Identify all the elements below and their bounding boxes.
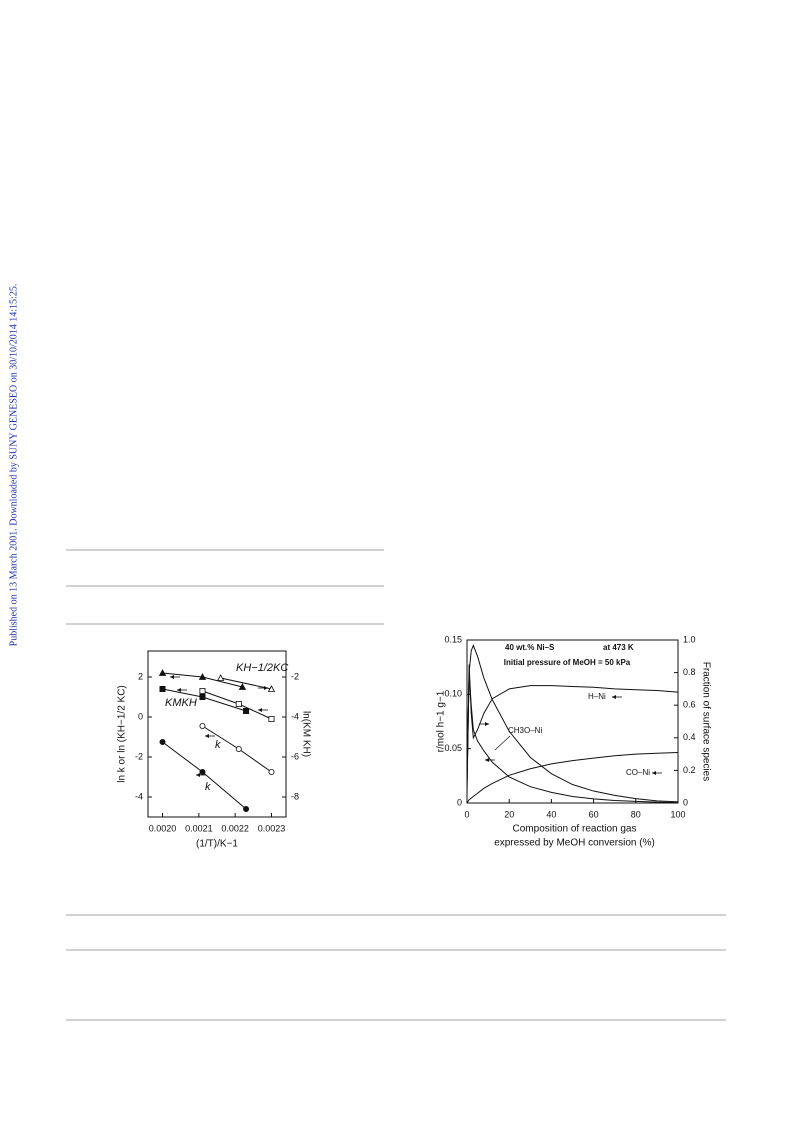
arrow-head — [652, 771, 656, 775]
arrow-head — [258, 708, 262, 712]
x-tick-label: 0.0020 — [149, 823, 177, 833]
y-tick-label: -4 — [135, 791, 143, 801]
y-tick-label: 2 — [138, 671, 143, 681]
marker — [199, 723, 206, 730]
marker — [235, 746, 242, 753]
y-tick-label: 0.10 — [444, 689, 462, 699]
marker — [199, 694, 206, 701]
x-tick-label: 80 — [631, 809, 641, 819]
y2-axis-label: Fraction of surface species — [700, 662, 711, 782]
y-axis-label: ln k or ln (KH−1/2 KC) — [117, 685, 128, 783]
x-axis-label: (1/T)/K−1 — [196, 839, 238, 850]
y2-tick-label: 0.8 — [683, 667, 696, 677]
marker — [199, 688, 206, 695]
y2-axis-label: ln(KM KH) — [300, 711, 311, 757]
y2-tick-label: 0.6 — [683, 700, 696, 710]
annotation: k — [205, 781, 211, 793]
marker — [268, 716, 275, 723]
curve — [466, 751, 679, 804]
marker — [158, 669, 167, 676]
annotation: KH−1/2KC — [236, 662, 288, 674]
x-tick-label: 0 — [464, 809, 469, 819]
marker — [159, 739, 166, 746]
x-tick-label: 60 — [589, 809, 599, 819]
x-axis-label: expressed by MeOH conversion (%) — [494, 838, 655, 849]
arrow-head — [485, 722, 489, 726]
leader — [494, 735, 511, 751]
x-tick-label: 40 — [546, 809, 556, 819]
marker — [243, 708, 250, 715]
marker — [267, 685, 276, 692]
chart-title: 40 wt.% Ni–S — [505, 643, 555, 652]
y2-tick-label: 0.4 — [683, 732, 696, 742]
annotation: H–Ni — [588, 692, 606, 701]
arrow-head — [612, 695, 616, 699]
plot-frame — [147, 650, 287, 818]
arrow-head — [264, 686, 268, 690]
arrow-head — [196, 773, 200, 777]
y-tick-label: 0.05 — [444, 743, 462, 753]
y-tick-label: 0 — [138, 711, 143, 721]
marker — [235, 701, 242, 708]
y-axis-label: r/mol h−1 g−1 — [436, 690, 447, 752]
x-tick-label: 0.0021 — [185, 823, 213, 833]
fit-line — [162, 741, 247, 810]
y2-tick-label: -2 — [291, 671, 299, 681]
annotation: CO–Ni — [626, 768, 650, 777]
x-tick-label: 100 — [670, 809, 685, 819]
marker — [238, 683, 247, 690]
y-tick-label: 0.15 — [444, 634, 462, 644]
x-tick-label: 0.0022 — [221, 823, 249, 833]
marker — [199, 769, 206, 776]
marker — [198, 673, 207, 680]
y2-tick-label: -6 — [291, 751, 299, 761]
marker — [243, 806, 250, 813]
arrow-head — [170, 675, 174, 679]
y2-tick-label: 0 — [683, 797, 688, 807]
chart-title: at 473 K — [603, 643, 634, 652]
sidebar: Published on 13 March 2001. Downloaded b… — [8, 284, 19, 647]
y2-tick-label: -4 — [291, 711, 299, 721]
arrow-head — [485, 758, 489, 762]
y-tick-label: 0 — [457, 797, 462, 807]
y-tick-label: -2 — [135, 751, 143, 761]
y2-tick-label: -8 — [291, 791, 299, 801]
curve — [466, 672, 679, 804]
marker — [216, 674, 225, 681]
y2-tick-label: 0.2 — [683, 765, 696, 775]
curve — [466, 664, 679, 795]
arrow-head — [205, 734, 209, 738]
fit-line — [220, 677, 272, 690]
x-tick-label: 0.0023 — [258, 823, 286, 833]
annotation: KMKH — [165, 697, 197, 709]
annotation: CH3O–Ni — [508, 726, 542, 735]
x-tick-label: 20 — [504, 809, 514, 819]
annotation: k — [215, 739, 221, 751]
curve — [466, 644, 679, 803]
y2-tick-label: 1.0 — [683, 634, 696, 644]
x-axis-label: Composition of reaction gas — [513, 824, 637, 835]
marker — [268, 769, 275, 776]
arrow-head — [177, 688, 181, 692]
chart-title: Initial pressure of MeOH = 50 kPa — [504, 658, 631, 667]
marker — [159, 686, 166, 693]
plot-frame — [466, 639, 679, 804]
